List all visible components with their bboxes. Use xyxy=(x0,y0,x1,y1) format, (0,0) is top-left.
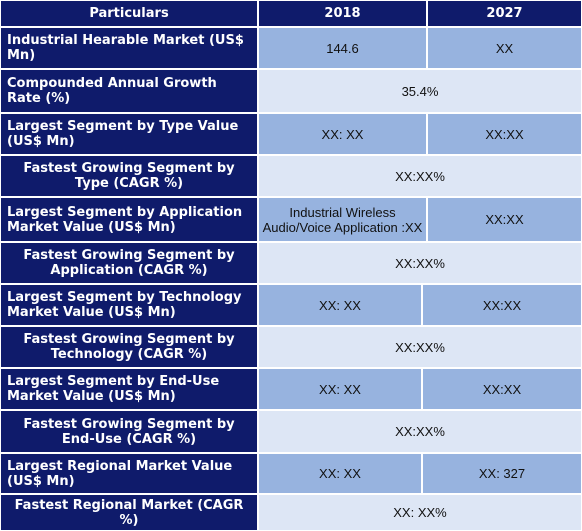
row-label-largest-type: Largest Segment by Type Value (US$ Mn) xyxy=(1,114,257,154)
cell-fastest-technology-merged: XX:XX% xyxy=(259,327,581,367)
cell-largest-technology-2027: XX:XX xyxy=(423,285,581,325)
cell-largest-technology-2018: XX: XX xyxy=(259,285,421,325)
cell-largest-regional-2018: XX: XX xyxy=(259,454,421,493)
cell-largest-end-use-2018: XX: XX xyxy=(259,369,421,409)
header-2027: 2027 xyxy=(428,1,581,26)
cell-largest-application-2027: XX:XX xyxy=(428,198,581,241)
cell-largest-type-2027: XX:XX xyxy=(428,114,581,154)
cell-largest-end-use-2027: XX:XX xyxy=(423,369,581,409)
cell-fastest-end-use-merged: XX:XX% xyxy=(259,411,581,452)
cell-largest-type-2018: XX: XX xyxy=(259,114,426,154)
row-label-fastest-application: Fastest Growing Segment by Application (… xyxy=(1,243,257,283)
row-label-largest-application: Largest Segment by Application Market Va… xyxy=(1,198,257,241)
cell-fastest-application-merged: XX:XX% xyxy=(259,243,581,283)
row-label-largest-technology: Largest Segment by Technology Market Val… xyxy=(1,285,257,325)
cell-cagr-merged: 35.4% xyxy=(259,70,581,112)
cell-market-value-2027: XX xyxy=(428,28,581,68)
row-label-fastest-regional: Fastest Regional Market (CAGR %) xyxy=(1,495,257,530)
cell-market-value-2018: 144.6 xyxy=(259,28,426,68)
row-label-market-value: Industrial Hearable Market (US$ Mn) xyxy=(1,28,257,68)
cell-fastest-type-merged: XX:XX% xyxy=(259,156,581,196)
row-label-largest-end-use: Largest Segment by End-Use Market Value … xyxy=(1,369,257,409)
row-label-fastest-technology: Fastest Growing Segment by Technology (C… xyxy=(1,327,257,367)
header-particulars: Particulars xyxy=(1,1,257,26)
header-2018: 2018 xyxy=(259,1,426,26)
row-label-fastest-type: Fastest Growing Segment by Type (CAGR %) xyxy=(1,156,257,196)
row-label-largest-regional: Largest Regional Market Value (US$ Mn) xyxy=(1,454,257,493)
cell-largest-application-2018: Industrial Wireless Audio/Voice Applicat… xyxy=(259,198,426,241)
row-label-fastest-end-use: Fastest Growing Segment by End-Use (CAGR… xyxy=(1,411,257,452)
cell-largest-regional-2027: XX: 327 xyxy=(423,454,581,493)
cell-fastest-regional-merged: XX: XX% xyxy=(259,495,581,530)
row-label-cagr: Compounded Annual Growth Rate (%) xyxy=(1,70,257,112)
